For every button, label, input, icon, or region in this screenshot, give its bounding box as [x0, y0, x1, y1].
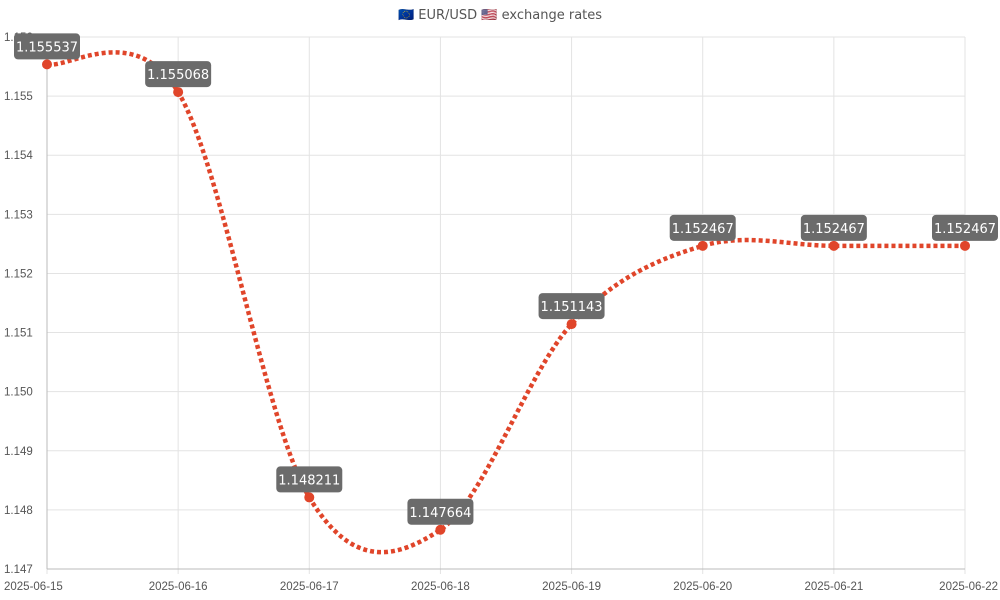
x-tick-label: 2025-06-20: [673, 581, 732, 593]
data-label-box: [932, 214, 998, 241]
data-label-box: [407, 498, 474, 525]
y-tick-label: 1.147: [4, 564, 33, 576]
data-label-box: [276, 466, 343, 493]
y-tick-label: 1.149: [4, 446, 33, 458]
data-label-box: [538, 293, 605, 320]
x-tick-label: 2025-06-18: [411, 581, 470, 593]
y-tick-label: 1.151: [4, 328, 33, 340]
y-tick-label: 1.154: [4, 150, 33, 162]
x-tick-label: 2025-06-15: [4, 581, 63, 593]
y-tick-label: 1.150: [4, 387, 33, 399]
data-point[interactable]: [42, 59, 52, 70]
data-label-box: [669, 214, 736, 241]
data-label-box: [14, 33, 80, 60]
data-point[interactable]: [828, 240, 839, 251]
data-label-box: [145, 61, 212, 88]
y-tick-label: 1.153: [4, 209, 33, 221]
series-line: [46, 50, 965, 555]
x-tick-label: 2025-06-21: [804, 581, 863, 593]
x-tick-label: 2025-06-22: [939, 581, 998, 593]
data-point[interactable]: [566, 319, 577, 330]
data-label: 1.147664: [409, 506, 471, 521]
data-label: 1.155068: [147, 68, 209, 83]
x-tick-label: 2025-06-16: [149, 581, 208, 593]
data-point[interactable]: [697, 240, 708, 251]
data-label-box: [800, 214, 867, 241]
x-tick-label: 2025-06-17: [280, 581, 339, 593]
y-tick-label: 1.152: [4, 268, 33, 280]
data-label: 1.155537: [16, 40, 78, 55]
data-point[interactable]: [304, 492, 315, 503]
data-label: 1.151143: [541, 300, 603, 315]
data-point[interactable]: [960, 240, 970, 251]
y-tick-label: 1.155: [4, 91, 33, 103]
x-tick-label: 2025-06-19: [542, 581, 601, 593]
chart-title: 🇪🇺 EUR/USD 🇺🇸 exchange rates: [397, 8, 603, 23]
data-point[interactable]: [173, 87, 184, 98]
data-point[interactable]: [435, 524, 446, 535]
data-label: 1.152467: [934, 222, 996, 237]
data-label: 1.148211: [278, 473, 340, 488]
data-label: 1.152467: [803, 222, 865, 237]
data-label: 1.152467: [672, 222, 734, 237]
y-tick-label: 1.148: [4, 505, 33, 517]
